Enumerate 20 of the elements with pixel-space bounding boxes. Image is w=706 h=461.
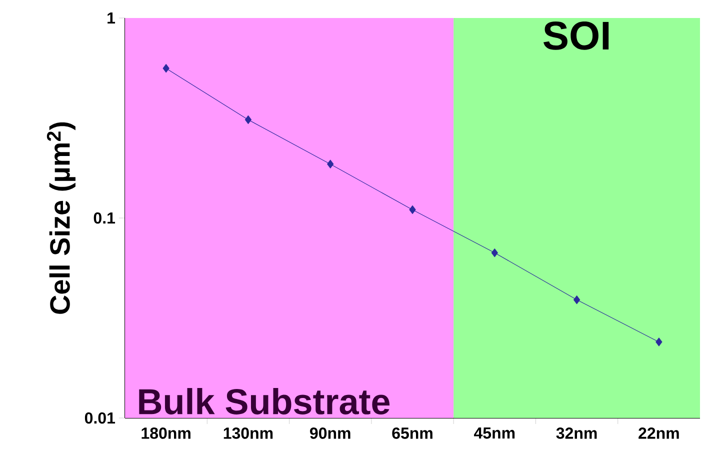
y-tick-label: 0.01: [84, 412, 116, 424]
x-tick-label: 32nm: [556, 428, 597, 439]
point: [573, 295, 580, 304]
x-tick-label: 45nm: [474, 428, 515, 439]
y-tick-label: 0.1: [94, 212, 116, 224]
x-tick-label: 90nm: [310, 428, 350, 439]
x-tick-label: 180nm: [142, 428, 190, 439]
y-axis-title: Cell Size (µm$^{2}$): [46, 122, 76, 314]
x-tick-label: 130nm: [224, 428, 273, 439]
x-tick-label: 22nm: [638, 428, 679, 439]
point: [656, 338, 662, 346]
point: [244, 115, 252, 124]
point: [409, 205, 416, 214]
band-label: SOI: [543, 22, 609, 50]
x-tick-label: 65nm: [392, 428, 432, 439]
point: [162, 64, 170, 73]
y-tick-label: 1: [108, 12, 116, 24]
band-label: Bulk Substrate: [139, 388, 390, 414]
point: [491, 248, 498, 258]
point: [327, 160, 334, 168]
